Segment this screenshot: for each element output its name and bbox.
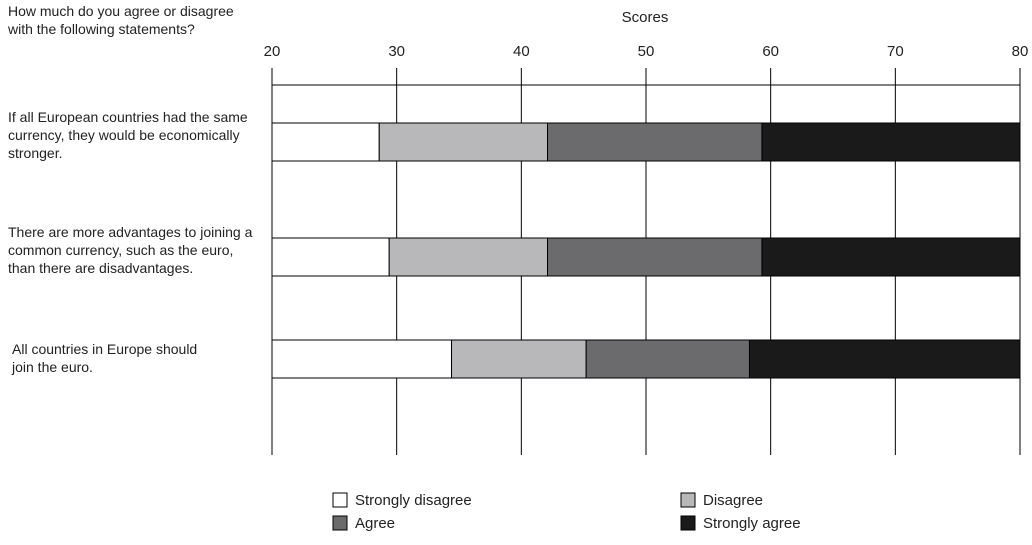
bar-segment — [451, 339, 587, 379]
bar-segment — [748, 339, 1021, 379]
x-tick-label: 40 — [513, 43, 530, 60]
category-label: If all European countries had the same c… — [8, 109, 248, 161]
x-axis-label: Scores — [622, 9, 669, 26]
legend-label: Strongly disagree — [355, 492, 472, 509]
bar-segment — [388, 237, 549, 277]
legend-swatch — [332, 492, 348, 508]
x-tick-label: 70 — [887, 43, 904, 60]
x-tick-label: 30 — [388, 43, 405, 60]
bar-segment — [271, 237, 390, 277]
x-tick-label: 20 — [264, 43, 281, 60]
legend-swatch — [680, 515, 696, 531]
category-label: There are more advantages to joining a c… — [8, 224, 253, 276]
legend-swatch — [332, 515, 348, 531]
x-tick-label: 60 — [762, 43, 779, 60]
legend-label: Disagree — [703, 492, 763, 509]
chart-title: How much do you agree or disagree with t… — [8, 3, 234, 37]
category-label: All countries in Europe should join the … — [12, 341, 198, 375]
bar-segment — [547, 122, 763, 162]
x-tick-label: 80 — [1012, 43, 1029, 60]
bar-segment — [271, 339, 453, 379]
bar-segment — [761, 122, 1021, 162]
bar-segment — [378, 122, 549, 162]
bar-segment — [585, 339, 750, 379]
bar-segment — [761, 237, 1021, 277]
bar-segment — [271, 122, 380, 162]
x-tick-label: 50 — [638, 43, 655, 60]
legend-label: Strongly agree — [703, 515, 801, 532]
legend-swatch — [680, 492, 696, 508]
bar-segment — [547, 237, 763, 277]
legend-label: Agree — [355, 515, 395, 532]
